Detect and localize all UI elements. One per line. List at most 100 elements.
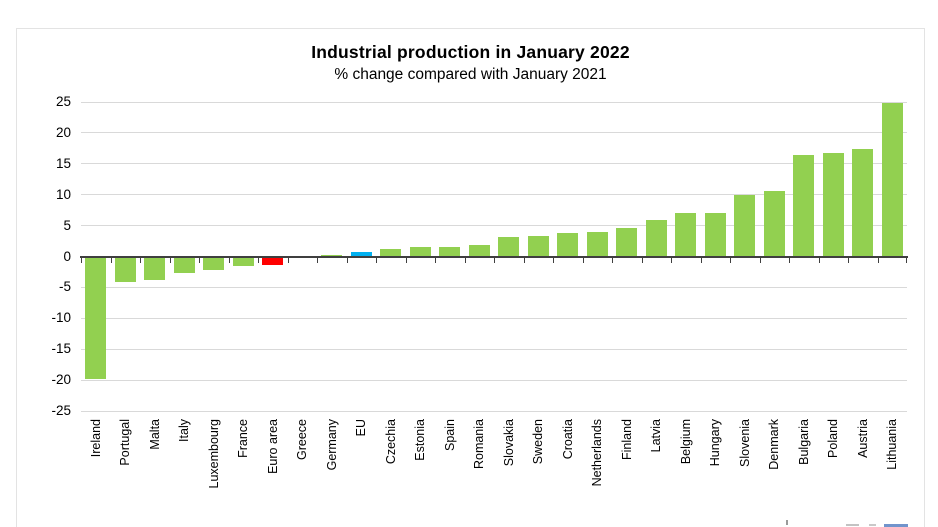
bar-bulgaria <box>793 154 815 257</box>
x-axis-tick <box>730 258 731 263</box>
category-label-poland: Poland <box>826 419 841 458</box>
x-axis-line <box>80 255 908 258</box>
category-label-czechia: Czechia <box>383 419 398 465</box>
bar-latvia <box>645 220 667 257</box>
category-label-euro-area: Euro area <box>265 419 280 474</box>
category-label-hungary: Hungary <box>708 419 723 467</box>
y-tick-label: -25 <box>51 403 71 418</box>
y-tick-label: 20 <box>55 124 71 140</box>
x-axis-tick <box>110 258 112 263</box>
gridline <box>81 410 907 412</box>
category-label-italy: Italy <box>177 419 192 442</box>
x-axis-tick <box>228 258 230 263</box>
category-label-croatia: Croatia <box>560 419 575 460</box>
bar-luxembourg <box>203 256 225 271</box>
y-tick-label: -10 <box>51 310 71 326</box>
gridline <box>81 348 907 350</box>
category-label-denmark: Denmark <box>767 419 782 470</box>
x-axis-tick <box>523 258 525 263</box>
y-tick-label: 10 <box>55 186 71 202</box>
x-axis-tick <box>877 258 879 263</box>
bar-slovenia <box>734 195 756 257</box>
category-label-romania: Romania <box>472 419 487 470</box>
category-label-germany: Germany <box>324 419 339 471</box>
bar-hungary <box>704 212 726 257</box>
x-axis-tick <box>759 258 761 263</box>
bar-austria <box>852 148 874 257</box>
x-axis-tick <box>906 258 907 263</box>
x-axis-tick <box>81 258 82 263</box>
bar-estonia <box>409 247 431 257</box>
chart-subtitle: % change compared with January 2021 <box>334 66 607 83</box>
category-label-portugal: Portugal <box>118 419 133 466</box>
x-axis-tick <box>317 258 318 263</box>
gridline <box>81 379 907 381</box>
bar-denmark <box>763 190 785 257</box>
bar-eu <box>350 252 372 257</box>
category-label-france: France <box>236 419 251 458</box>
eurostat-logo-sliver <box>869 524 876 526</box>
bar-finland <box>616 228 638 257</box>
x-axis-tick <box>258 258 259 263</box>
bar-poland <box>822 153 844 257</box>
bar-romania <box>468 245 490 257</box>
category-label-luxembourg: Luxembourg <box>206 419 221 489</box>
bar-spain <box>439 247 461 257</box>
y-tick-label: 25 <box>55 94 71 109</box>
bar-italy <box>173 256 195 274</box>
category-label-finland: Finland <box>619 419 634 460</box>
gridline <box>81 101 907 103</box>
x-axis-labels: Ireland Portugal Malta Italy Luxembourg Franc… <box>81 419 907 524</box>
x-axis-tick <box>494 258 495 263</box>
bar-malta <box>144 256 166 280</box>
y-tick-label: 0 <box>63 248 71 264</box>
bar-euro-area <box>262 256 284 265</box>
x-axis-tick <box>464 258 466 263</box>
gridline <box>81 163 907 165</box>
category-label-latvia: Latvia <box>649 419 664 453</box>
x-axis-tick <box>612 258 613 263</box>
eurostat-logo-sliver <box>884 524 908 527</box>
gridline <box>81 286 907 288</box>
plot-area: 25 20 15 10 5 0 -5 -10 -15 -20 -25 <box>51 94 908 418</box>
x-axis-tick <box>346 258 348 263</box>
bar-croatia <box>557 233 579 257</box>
y-tick-label: 5 <box>63 217 71 233</box>
bar-portugal <box>114 256 136 283</box>
bar-slovakia <box>498 236 520 257</box>
gridline <box>81 225 907 227</box>
gridline <box>81 317 907 319</box>
category-label-belgium: Belgium <box>678 419 693 465</box>
y-tick-label: 15 <box>55 155 71 171</box>
x-axis-tick <box>789 258 790 263</box>
x-axis-tick <box>169 258 171 263</box>
gridline <box>81 132 907 134</box>
category-label-slovenia: Slovenia <box>737 419 752 467</box>
eurostat-logo-sliver <box>846 524 859 526</box>
x-axis-tick <box>376 258 377 263</box>
category-label-malta: Malta <box>147 419 162 450</box>
chart-title: Industrial production in January 2022 <box>311 42 630 62</box>
bar-belgium <box>675 213 697 257</box>
x-axis-tick <box>287 258 289 263</box>
gridline <box>81 194 907 196</box>
x-axis-tick <box>405 258 407 263</box>
x-axis-tick <box>700 258 702 263</box>
category-label-slovakia: Slovakia <box>501 419 516 467</box>
y-tick-label: -5 <box>58 279 71 295</box>
category-label-bulgaria: Bulgaria <box>796 419 811 465</box>
bar-lithuania <box>881 103 903 257</box>
x-axis-tick <box>818 258 820 263</box>
y-tick-label: -15 <box>51 341 71 357</box>
bar-france <box>232 256 254 266</box>
category-label-estonia: Estonia <box>413 419 428 461</box>
x-axis-tick <box>553 258 554 263</box>
eurostat-logo-sliver-mark <box>786 520 788 525</box>
x-axis-tick <box>140 258 141 263</box>
category-label-spain: Spain <box>442 419 457 451</box>
bar-netherlands <box>586 231 608 257</box>
x-axis-tick <box>848 258 849 263</box>
x-axis-tick <box>641 258 643 263</box>
x-axis-tick <box>582 258 584 263</box>
